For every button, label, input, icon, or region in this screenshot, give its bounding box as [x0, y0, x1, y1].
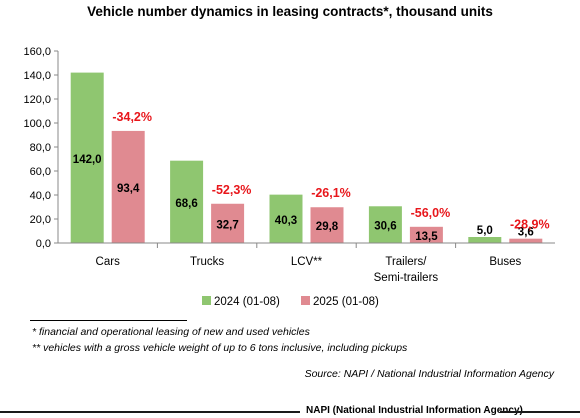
- data-label: 40,3: [275, 215, 297, 227]
- legend-label: 2024 (01-08): [214, 296, 280, 308]
- y-tick-label: 60,0: [30, 166, 51, 178]
- bar-2024: [170, 160, 204, 243]
- bar-2025: [211, 203, 245, 243]
- data-label: 29,8: [316, 221, 339, 233]
- legend: 2024 (01-08) 2025 (01-08): [202, 296, 379, 308]
- bar-2024: [468, 237, 502, 243]
- data-label: 13,5: [415, 231, 438, 243]
- x-tick-label: Buses: [489, 256, 521, 268]
- y-axis: 0,0 20,0 40,0 60,0 80,0 100,0 120,0 140,0 160,0: [23, 46, 59, 250]
- bars: 142,0 93,4 -34,2% 68,6 32,7 -52,3% 40,3 29,8 -26…: [70, 72, 550, 243]
- change-label: -28,9%: [510, 218, 550, 232]
- y-tick-label: 80,0: [30, 142, 51, 154]
- y-tick-label: 160,0: [23, 46, 51, 58]
- footnote-2: ** vehicles with a gross vehicle weight …: [32, 342, 408, 354]
- change-label: -56,0%: [411, 206, 451, 220]
- change-label: -34,2%: [112, 110, 152, 124]
- bar-2024: [269, 194, 303, 243]
- y-tick-label: 20,0: [30, 214, 51, 226]
- footnote-divider: [30, 320, 187, 321]
- y-tick-label: 40,0: [30, 190, 51, 202]
- legend-swatch: [202, 296, 211, 305]
- y-tick-label: 140,0: [23, 70, 51, 82]
- x-tick-label: Cars: [96, 256, 121, 268]
- bar-2024: [368, 206, 402, 243]
- bar-2025: [509, 238, 543, 243]
- data-label: 32,7: [216, 219, 238, 231]
- footnote-1: * financial and operational leasing of n…: [32, 326, 310, 338]
- brand-line-left: [0, 411, 300, 413]
- data-label: 93,4: [117, 183, 140, 195]
- x-axis: Cars Trucks LCV** Trailers/Semi-trailers Bus…: [58, 242, 555, 284]
- x-tick-label: LCV**: [291, 256, 323, 268]
- legend-label: 2025 (01-08): [313, 296, 379, 308]
- y-tick-label: 0,0: [36, 238, 51, 250]
- source-text: Source: NAPI / National Industrial Infor…: [304, 368, 554, 380]
- brand-text: NAPI (National Industrial Information Ag…: [306, 405, 523, 416]
- bar-2025: [111, 130, 145, 243]
- brand-line-right: [500, 411, 580, 413]
- x-tick-label: Trailers/: [385, 256, 427, 268]
- y-tick-label: 120,0: [23, 94, 51, 106]
- change-label: -26,1%: [311, 186, 351, 200]
- data-label: 5,0: [477, 225, 493, 237]
- bar-2025: [409, 226, 443, 243]
- bar-2024: [70, 72, 104, 243]
- data-label: 3,6: [518, 227, 534, 239]
- y-tick-label: 100,0: [23, 118, 51, 130]
- change-label: -52,3%: [212, 183, 252, 197]
- data-label: 142,0: [73, 154, 102, 166]
- legend-swatch: [301, 296, 310, 305]
- data-label: 30,6: [374, 221, 396, 233]
- bar-2025: [310, 207, 344, 243]
- napi-brand-bar: NAPI (National Industrial Information Ag…: [0, 405, 580, 418]
- data-label: 68,6: [175, 198, 197, 210]
- x-tick-label: Trucks: [190, 256, 224, 268]
- chart-title: Vehicle number dynamics in leasing contr…: [87, 4, 493, 19]
- x-tick-label: Semi-trailers: [374, 272, 439, 284]
